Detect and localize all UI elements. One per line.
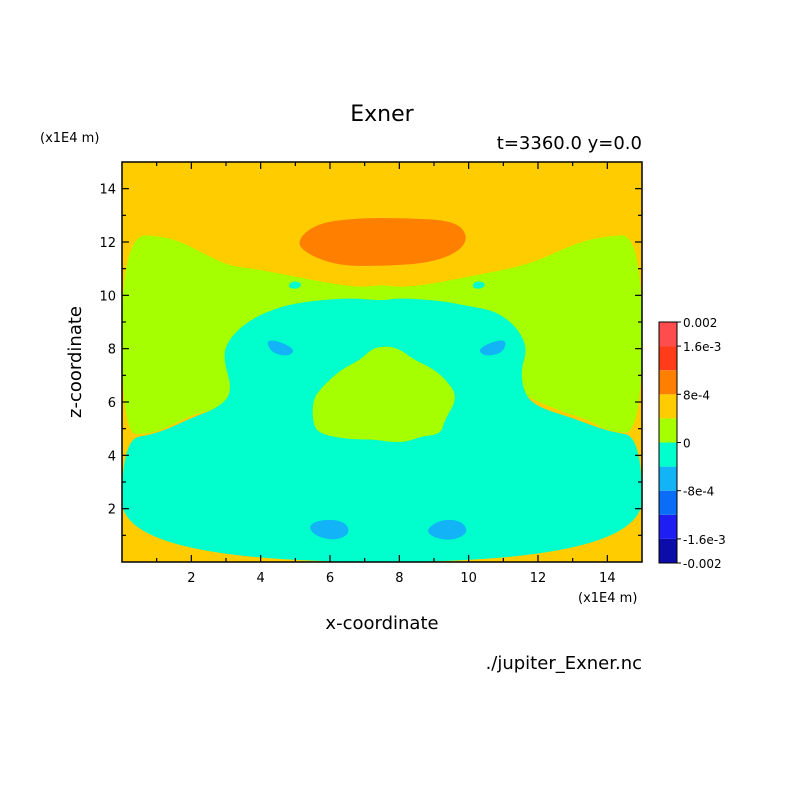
- colorbar: 0.002 1.6e-3 8e-4 0 -8e-4 -1.6e-3 -0.002: [658, 316, 726, 571]
- x-tick-label: 4: [257, 571, 265, 586]
- y-tick-label: 14: [99, 183, 116, 198]
- colorbar-tick-label: 0.002: [683, 316, 717, 330]
- colorbar-band: [659, 418, 677, 443]
- y-tick-label: 12: [99, 236, 116, 251]
- colorbar-band: [659, 370, 677, 395]
- contour-fills: [122, 162, 642, 562]
- y-tick-label: 10: [99, 289, 116, 304]
- colorbar-band: [659, 322, 677, 347]
- contour-region: [299, 218, 466, 266]
- colorbar-tick-label: -8e-4: [683, 485, 714, 499]
- colorbar-band: [659, 442, 677, 467]
- plot-frame: [121, 161, 643, 563]
- x-tick-label: 10: [460, 571, 477, 586]
- chart-subtitle: t=3360.0 y=0.0: [497, 133, 642, 154]
- y-unit-label: (x1E4 m): [40, 131, 99, 146]
- chart-title: Exner: [350, 102, 414, 127]
- x-axis-label: x-coordinate: [325, 613, 438, 634]
- x-tick-label: 14: [599, 571, 616, 586]
- y-tick-label: 4: [108, 449, 116, 464]
- y-tick-label: 8: [108, 343, 116, 358]
- colorbar-band: [659, 514, 677, 539]
- contour-region: [312, 346, 455, 442]
- contour-region: [267, 340, 294, 356]
- x-tick-label: 6: [326, 571, 334, 586]
- y-tick-label: 6: [108, 396, 116, 411]
- colorbar-band: [659, 538, 677, 563]
- axes: 2 4 6 8 10 12 14 2 4 6 8 10 12 14: [99, 162, 642, 586]
- x-tick-label: 2: [187, 571, 195, 586]
- colorbar-tick-label: -0.002: [683, 557, 722, 571]
- colorbar-tick-label: 1.6e-3: [683, 340, 721, 354]
- colorbar-tick-label: -1.6e-3: [683, 533, 726, 547]
- contour-region: [310, 519, 349, 540]
- x-unit-label: (x1E4 m): [578, 591, 637, 606]
- colorbar-tick-label: 0: [683, 437, 691, 451]
- y-axis-label: z-coordinate: [65, 306, 86, 418]
- colorbar-band: [659, 490, 677, 515]
- contour-region: [480, 340, 506, 356]
- source-filename: ./jupiter_Exner.nc: [486, 653, 642, 674]
- contour-region: [428, 519, 467, 540]
- x-tick-label: 8: [395, 571, 403, 586]
- x-tick-label: 12: [530, 571, 547, 586]
- colorbar-band: [659, 466, 677, 491]
- colorbar-tick-label: 8e-4: [683, 388, 710, 402]
- contour-region: [472, 281, 485, 289]
- colorbar-band: [659, 346, 677, 371]
- colorbar-band: [659, 394, 677, 419]
- contour-region: [289, 281, 302, 289]
- y-tick-label: 2: [108, 503, 116, 518]
- plot-area: 2 4 6 8 10 12 14 2 4 6 8 10 12 14: [99, 161, 643, 586]
